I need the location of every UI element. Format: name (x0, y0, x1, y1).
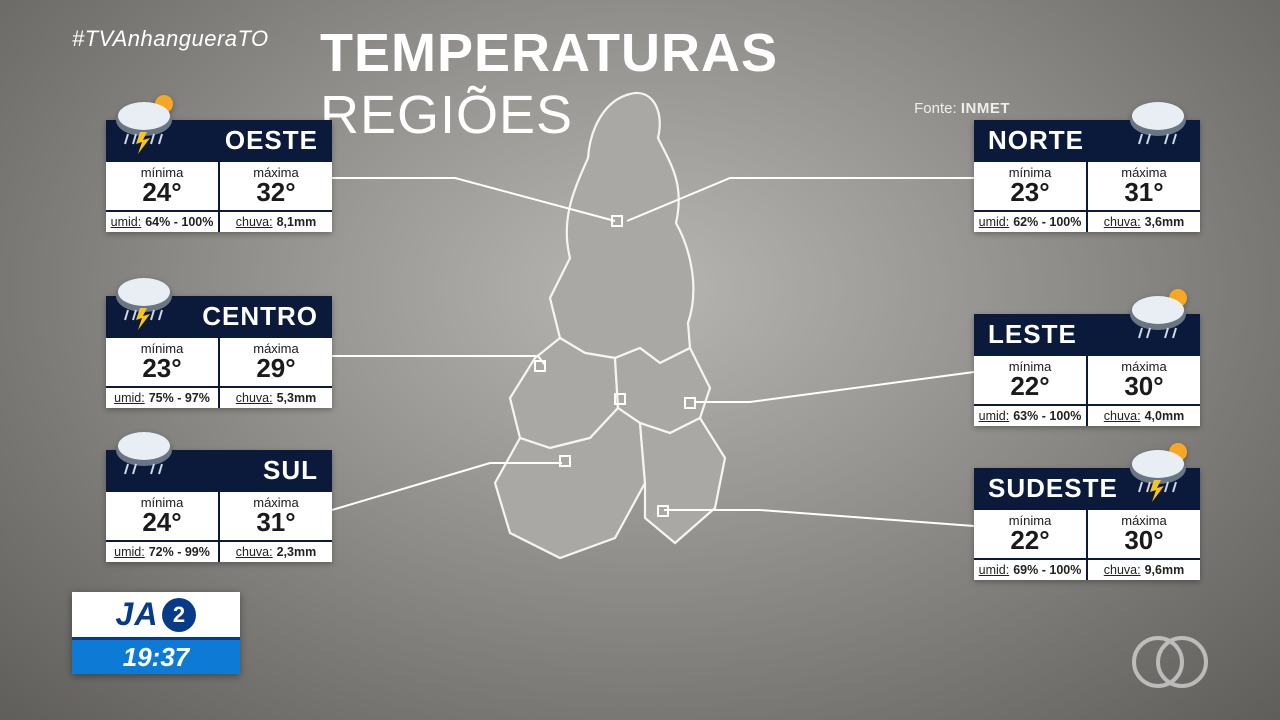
rain-cell: chuva:4,0mm (1088, 406, 1200, 426)
humidity-cell: umid:63% - 100% (974, 406, 1088, 426)
region-label: LESTE (988, 319, 1077, 350)
min-temp-cell: mínima 24° (106, 490, 220, 540)
source-prefix: Fonte: (914, 100, 957, 117)
title-bold: TEMPERATURAS (320, 23, 778, 83)
min-value: 24° (106, 179, 218, 205)
logo-letters: JA (116, 596, 159, 633)
max-value: 29° (220, 355, 332, 381)
min-value: 23° (106, 355, 218, 381)
logo-name: JA 2 (72, 592, 240, 640)
region-label: NORTE (988, 125, 1084, 156)
min-value: 22° (974, 373, 1086, 399)
humidity-cell: umid:69% - 100% (974, 560, 1088, 580)
min-temp-cell: mínima 23° (106, 336, 220, 386)
region-name: SUDESTE (974, 468, 1200, 508)
region-name: LESTE (974, 314, 1200, 354)
weather-card-norte: NORTE mínima 23° máxima 31° umid:62% - 1… (974, 120, 1200, 232)
region-label: CENTRO (202, 301, 318, 332)
max-temp-cell: máxima 32° (220, 160, 332, 210)
region-label: SUL (263, 455, 318, 486)
humidity-cell: umid:75% - 97% (106, 388, 220, 408)
max-temp-cell: máxima 29° (220, 336, 332, 386)
rain-cell: chuva:2,3mm (220, 542, 332, 562)
weather-card-sul: SUL mínima 24° máxima 31° umid:72% - 99%… (106, 450, 332, 562)
weather-card-centro: CENTRO mínima 23° máxima 29° umid:75% - … (106, 296, 332, 408)
min-temp-cell: mínima 23° (974, 160, 1088, 210)
logo-number: 2 (162, 598, 196, 632)
humidity-cell: umid:64% - 100% (106, 212, 220, 232)
humidity-cell: umid:72% - 99% (106, 542, 220, 562)
max-temp-cell: máxima 31° (1088, 160, 1200, 210)
region-name: NORTE (974, 120, 1200, 160)
weather-icon (1124, 94, 1196, 154)
max-temp-cell: máxima 30° (1088, 508, 1200, 558)
humidity-cell: umid:62% - 100% (974, 212, 1088, 232)
max-value: 30° (1088, 527, 1200, 553)
min-temp-cell: mínima 22° (974, 508, 1088, 558)
min-temp-cell: mínima 22° (974, 354, 1088, 404)
region-name: OESTE (106, 120, 332, 160)
weather-icon (110, 424, 182, 484)
max-temp-cell: máxima 30° (1088, 354, 1200, 404)
rain-cell: chuva:8,1mm (220, 212, 332, 232)
rain-cell: chuva:5,3mm (220, 388, 332, 408)
region-map (440, 88, 840, 578)
max-value: 31° (220, 509, 332, 535)
region-name: SUL (106, 450, 332, 490)
region-label: OESTE (225, 125, 318, 156)
weather-card-leste: LESTE mínima 22° máxima 30° umid:63% - 1… (974, 314, 1200, 426)
max-value: 30° (1088, 373, 1200, 399)
min-value: 24° (106, 509, 218, 535)
weather-icon (110, 94, 182, 154)
weather-icon (1124, 442, 1196, 502)
hashtag-text: #TVAnhangueraTO (72, 26, 269, 52)
source-label: Fonte: INMET (914, 100, 1010, 117)
rain-cell: chuva:9,6mm (1088, 560, 1200, 580)
max-temp-cell: máxima 31° (220, 490, 332, 540)
max-value: 32° (220, 179, 332, 205)
weather-icon (1124, 288, 1196, 348)
max-value: 31° (1088, 179, 1200, 205)
weather-card-sudeste: SUDESTE mínima 22° máxima 30° umid:69% -… (974, 468, 1200, 580)
globo-watermark-icon (1128, 632, 1224, 692)
min-value: 22° (974, 527, 1086, 553)
region-name: CENTRO (106, 296, 332, 336)
channel-logo: JA 2 19:37 (72, 592, 240, 674)
min-value: 23° (974, 179, 1086, 205)
min-temp-cell: mínima 24° (106, 160, 220, 210)
weather-icon (110, 270, 182, 330)
source-value: INMET (961, 100, 1010, 117)
clock-time: 19:37 (72, 640, 240, 674)
region-label: SUDESTE (988, 473, 1118, 504)
weather-card-oeste: OESTE mínima 24° máxima 32° umid:64% - 1… (106, 120, 332, 232)
rain-cell: chuva:3,6mm (1088, 212, 1200, 232)
